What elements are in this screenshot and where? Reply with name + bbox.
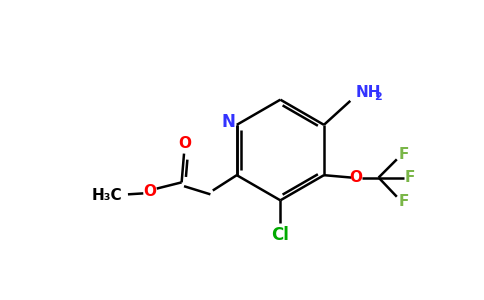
Text: N: N (222, 113, 236, 131)
Text: O: O (143, 184, 156, 200)
Text: O: O (179, 136, 192, 151)
Text: Cl: Cl (272, 226, 289, 244)
Text: H₃C: H₃C (92, 188, 122, 203)
Text: NH: NH (356, 85, 381, 100)
Text: O: O (349, 170, 362, 185)
Text: F: F (405, 170, 415, 185)
Text: 2: 2 (374, 92, 382, 102)
Text: F: F (398, 147, 408, 162)
Text: F: F (398, 194, 408, 209)
